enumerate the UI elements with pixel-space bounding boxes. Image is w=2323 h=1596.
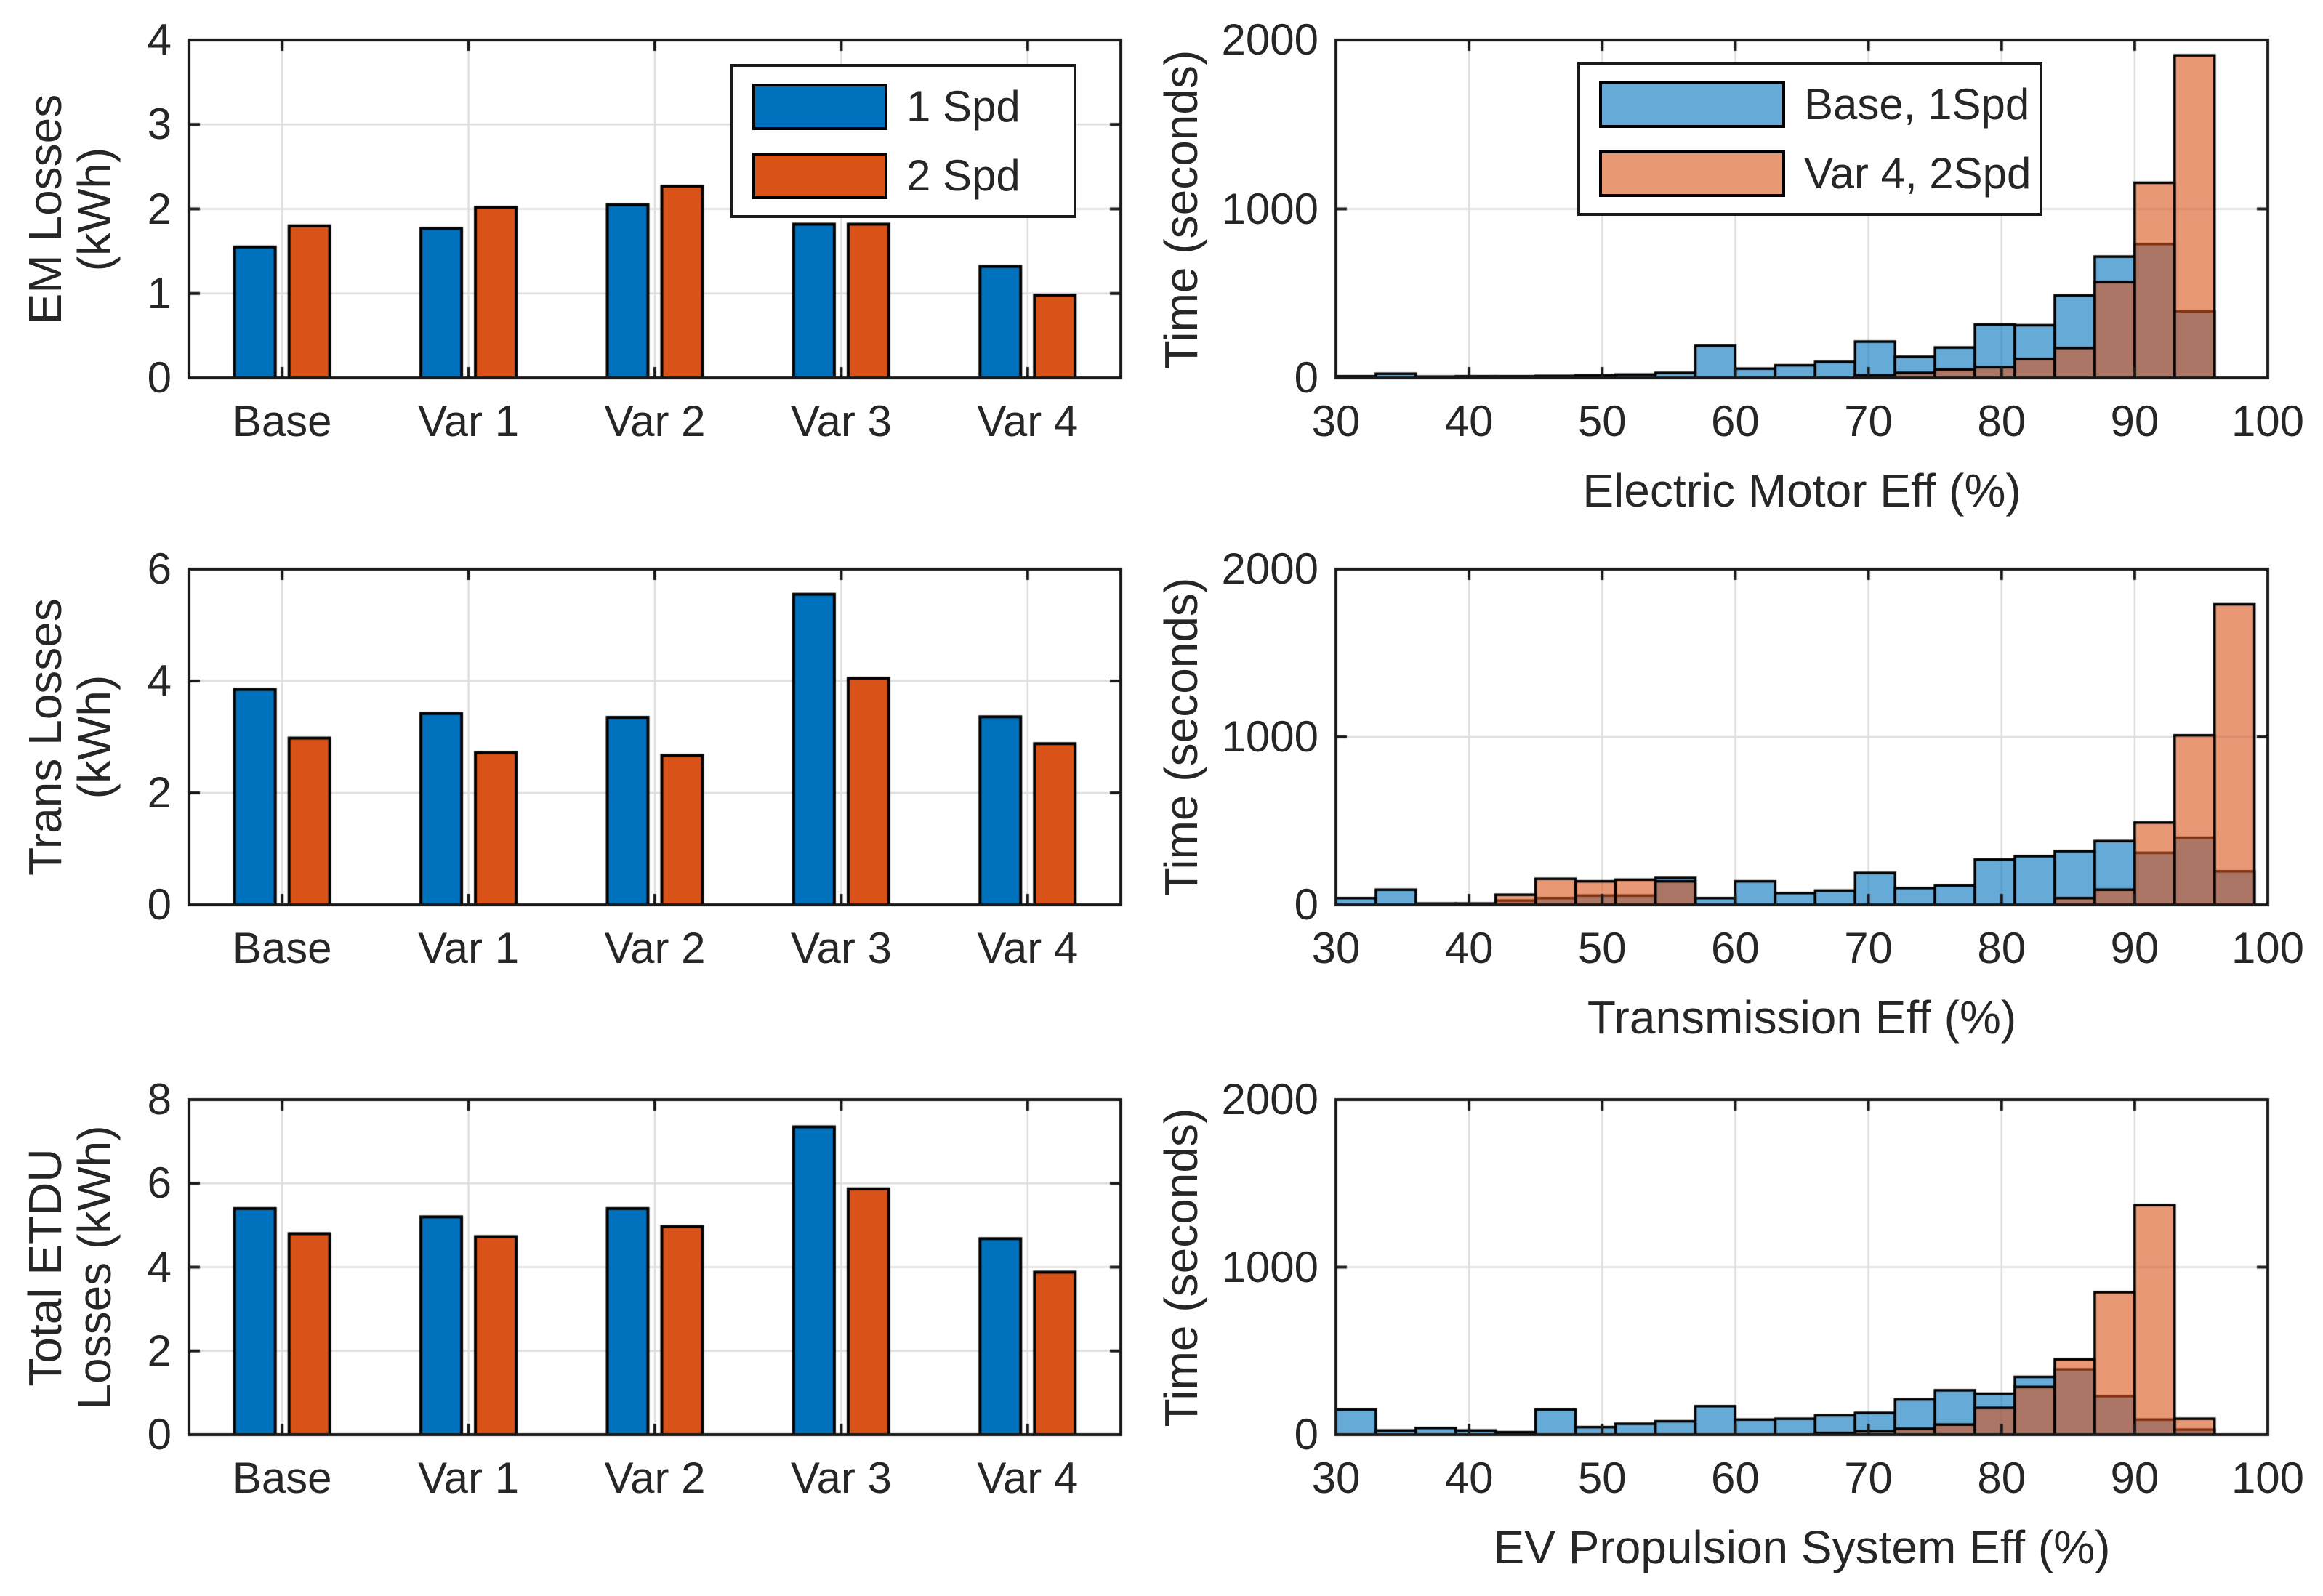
x-tick-label: 80 — [1977, 924, 2026, 972]
x-category-label: Base — [232, 397, 332, 446]
em-hist-xlabel: Electric Motor Eff (%) — [1582, 464, 2021, 517]
x-tick-label: 60 — [1711, 1454, 1760, 1502]
y-tick-label: 0 — [1294, 1410, 1318, 1459]
em-losses-bar-legend: 1 Spd 2 Spd — [730, 64, 1076, 218]
trans-hist-xlabel: Transmission Eff (%) — [1587, 991, 2017, 1044]
x-tick-label: 60 — [1711, 924, 1760, 972]
legend-item-label: 1 Spd — [906, 82, 1020, 131]
x-category-label: Var 4 — [977, 924, 1079, 972]
x-category-label: Var 1 — [418, 924, 520, 972]
x-tick-label: 50 — [1577, 924, 1627, 972]
y-tick-label: 4 — [147, 1242, 172, 1291]
y-tick-label: 0 — [147, 353, 172, 402]
x-tick-label: 40 — [1444, 924, 1494, 972]
y-tick-label: 0 — [147, 880, 172, 929]
y-tick-label: 6 — [147, 544, 172, 593]
y-tick-label: 0 — [1294, 353, 1318, 402]
y-tick-label: 2 — [147, 184, 172, 233]
y-tick-label: 2000 — [1221, 15, 1318, 64]
x-tick-label: 30 — [1311, 924, 1361, 972]
y-tick-label: 1000 — [1221, 184, 1318, 233]
x-tick-label: 70 — [1844, 397, 1893, 446]
legend-swatch-2-spd — [752, 152, 887, 199]
y-tick-label: 1000 — [1221, 1242, 1318, 1291]
ev-hist-xlabel: EV Propulsion System Eff (%) — [1493, 1521, 2111, 1573]
x-category-label: Var 2 — [604, 397, 706, 446]
x-tick-label: 60 — [1711, 397, 1760, 446]
legend-item: Var 4, 2Spd — [1599, 148, 2031, 198]
y-tick-label: 1000 — [1221, 712, 1318, 761]
em-eff-histogram-legend: Base, 1Spd Var 4, 2Spd — [1577, 62, 2042, 216]
x-tick-label: 90 — [2110, 924, 2159, 972]
legend-item: 2 Spd — [752, 150, 1055, 201]
x-category-label: Var 1 — [418, 397, 520, 446]
x-tick-label: 40 — [1444, 1454, 1494, 1502]
x-tick-label: 80 — [1977, 1454, 2026, 1502]
x-category-label: Var 3 — [790, 397, 892, 446]
x-tick-label: 80 — [1977, 397, 2026, 446]
x-category-label: Base — [232, 1454, 332, 1502]
legend-swatch-var-4-2spd — [1599, 150, 1785, 197]
y-tick-label: 4 — [147, 15, 172, 64]
x-tick-label: 70 — [1844, 924, 1893, 972]
y-tick-label: 4 — [147, 656, 172, 705]
x-category-label: Var 4 — [977, 397, 1079, 446]
y-tick-label: 6 — [147, 1158, 172, 1208]
x-category-label: Var 2 — [604, 1454, 706, 1502]
x-tick-label: 30 — [1311, 1454, 1361, 1502]
x-tick-label: 70 — [1844, 1454, 1893, 1502]
y-tick-label: 2000 — [1221, 1075, 1318, 1124]
y-tick-label: 1 — [147, 268, 172, 318]
x-tick-label: 100 — [2231, 397, 2305, 446]
y-tick-label: 2 — [147, 768, 172, 817]
x-category-label: Var 4 — [977, 1454, 1079, 1502]
y-tick-label: 0 — [1294, 880, 1318, 929]
x-category-label: Var 3 — [790, 924, 892, 972]
legend-item: 1 Spd — [752, 81, 1055, 132]
x-tick-label: 100 — [2231, 924, 2305, 972]
y-tick-label: 2000 — [1221, 544, 1318, 593]
y-tick-label: 0 — [147, 1410, 172, 1459]
y-tick-label: 2 — [147, 1326, 172, 1375]
legend-item: Base, 1Spd — [1599, 79, 2029, 129]
x-tick-label: 90 — [2110, 1454, 2159, 1502]
legend-item-label: Base, 1Spd — [1804, 80, 2030, 129]
legend-swatch-base-1spd — [1599, 81, 1785, 128]
x-tick-label: 50 — [1577, 1454, 1627, 1502]
legend-item-label: Var 4, 2Spd — [1804, 149, 2032, 198]
x-tick-label: 90 — [2110, 397, 2159, 446]
x-tick-label: 40 — [1444, 397, 1494, 446]
legend-swatch-1-spd — [752, 83, 887, 130]
x-category-label: Var 1 — [418, 1454, 520, 1502]
x-category-label: Base — [232, 924, 332, 972]
x-category-label: Var 2 — [604, 924, 706, 972]
y-tick-label: 8 — [147, 1075, 172, 1124]
x-category-label: Var 3 — [790, 1454, 892, 1502]
x-tick-label: 30 — [1311, 397, 1361, 446]
x-tick-label: 100 — [2231, 1454, 2305, 1502]
y-tick-label: 3 — [147, 100, 172, 149]
x-tick-label: 50 — [1577, 397, 1627, 446]
legend-item-label: 2 Spd — [906, 151, 1020, 200]
